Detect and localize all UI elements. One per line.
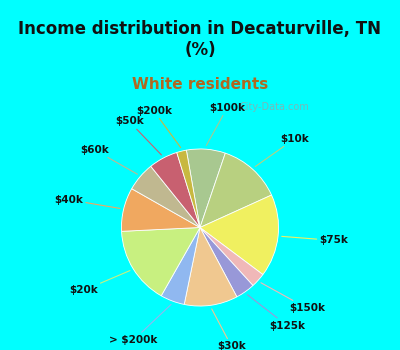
Text: $50k: $50k (115, 117, 161, 155)
Wedge shape (200, 228, 253, 297)
Text: $200k: $200k (136, 106, 181, 148)
Wedge shape (184, 228, 237, 306)
Text: $10k: $10k (255, 133, 310, 167)
Wedge shape (177, 150, 200, 228)
Wedge shape (122, 189, 200, 231)
Wedge shape (161, 228, 200, 304)
Text: $20k: $20k (69, 271, 130, 295)
Text: $60k: $60k (80, 145, 137, 174)
Text: Income distribution in Decaturville, TN
(%): Income distribution in Decaturville, TN … (18, 20, 382, 59)
Text: > $200k: > $200k (109, 304, 171, 345)
Text: $30k: $30k (212, 309, 246, 350)
Text: $100k: $100k (206, 103, 245, 146)
Wedge shape (200, 153, 272, 228)
Wedge shape (122, 228, 200, 296)
Text: $125k: $125k (248, 295, 305, 331)
Text: $75k: $75k (282, 236, 348, 245)
Wedge shape (151, 153, 200, 228)
Text: $150k: $150k (261, 283, 325, 313)
Wedge shape (200, 228, 263, 286)
Wedge shape (132, 166, 200, 228)
Text: White residents: White residents (132, 77, 268, 92)
Text: City-Data.com: City-Data.com (239, 103, 309, 112)
Wedge shape (200, 195, 278, 274)
Text: $40k: $40k (54, 195, 120, 209)
Wedge shape (186, 149, 225, 228)
